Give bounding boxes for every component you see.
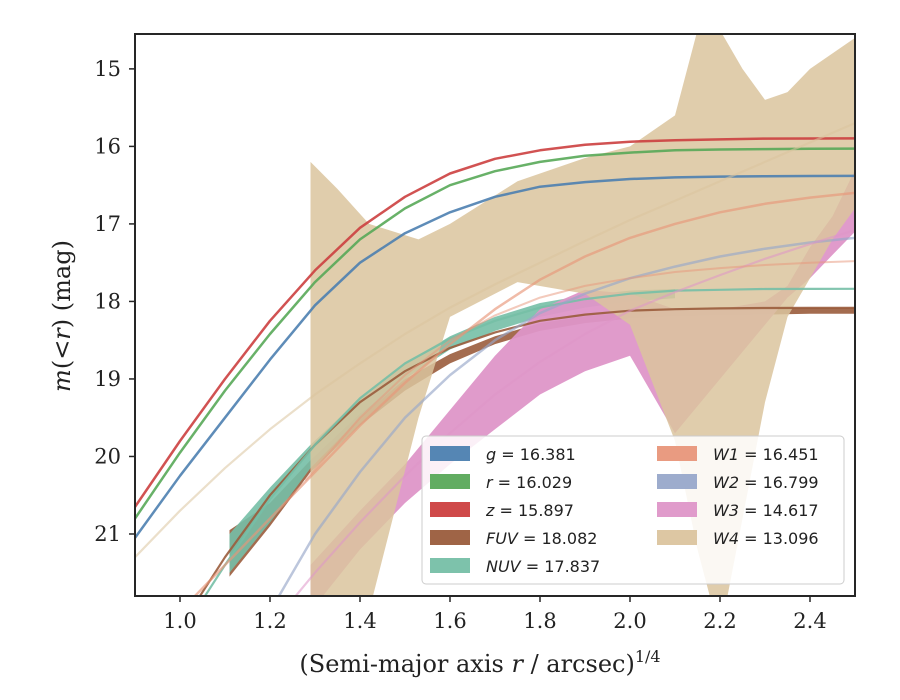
- plot-frame: [134, 33, 856, 597]
- legend-swatch-fuv: [430, 530, 470, 545]
- legend-label-w3: W3 = 14.617: [713, 501, 819, 520]
- x-axis-title: (Semi-major axis r / arcsec)1/4: [299, 647, 660, 678]
- y-tick-label: 16: [94, 134, 121, 158]
- legend-swatch-z: [430, 502, 470, 517]
- y-tick-label: 21: [94, 522, 121, 546]
- legend-swatch-w1: [657, 446, 697, 461]
- legend-label-w4: W4 = 13.096: [713, 529, 819, 548]
- y-tick-label: 20: [94, 444, 121, 468]
- legend-swatch-w4: [657, 530, 697, 545]
- y-axis-ticks: 15 16 17 18 19 20 21: [94, 57, 135, 546]
- legend-label-fuv: FUV = 18.082: [486, 529, 597, 548]
- legend-label-nuv: NUV = 17.837: [486, 557, 600, 576]
- legend-label-z: z = 15.897: [485, 501, 574, 520]
- y-tick-label: 18: [94, 289, 121, 313]
- curve-w2: [277, 236, 855, 596]
- y-axis-title: m(<r) (mag): [48, 240, 76, 392]
- x-tick-label: 1.2: [253, 609, 286, 633]
- legend-swatch-g: [430, 446, 470, 461]
- y-tick-label: 19: [94, 367, 121, 391]
- legend-label-w1: W1 = 16.451: [713, 445, 819, 464]
- legend-box: [421, 435, 845, 585]
- curve-w1b: [305, 260, 855, 481]
- curve-nuv: [203, 287, 855, 596]
- y-tick-label: 17: [94, 212, 121, 236]
- curve-w3: [294, 229, 855, 596]
- curve-g: [135, 174, 855, 540]
- x-tick-label: 1.6: [433, 609, 466, 633]
- x-axis-ticks: 1.0 1.2 1.4 1.6 1.8 2.0 2.2 2.4: [163, 596, 827, 633]
- x-tick-label: 1.8: [523, 609, 556, 633]
- legend-label-g: g = 16.381: [486, 445, 576, 464]
- x-tick-label: 1.4: [343, 609, 376, 633]
- curve-w1: [193, 191, 855, 596]
- x-tick-label: 2.2: [703, 609, 736, 633]
- legend-label-w2: W2 = 16.799: [713, 473, 819, 492]
- magnitude-curves: [135, 121, 855, 596]
- legend-swatch-w3: [657, 502, 697, 517]
- curve-w4: [135, 121, 855, 559]
- legend-swatch-w2: [657, 474, 697, 489]
- legend-label-r: r = 16.029: [486, 473, 572, 492]
- curve-z: [135, 137, 855, 509]
- y-tick-label: 15: [94, 57, 121, 81]
- band-nuv: [229, 289, 675, 573]
- legend-swatch-nuv: [430, 558, 470, 573]
- curve-r: [135, 147, 855, 520]
- x-tick-label: 2.4: [793, 609, 826, 633]
- legend: g = 16.381 W1 = 16.451 r = 16.029 W2 = 16.7…: [421, 435, 845, 585]
- x-tick-label: 2.0: [613, 609, 646, 633]
- legend-swatch-r: [430, 474, 470, 489]
- x-tick-label: 1.0: [163, 609, 196, 633]
